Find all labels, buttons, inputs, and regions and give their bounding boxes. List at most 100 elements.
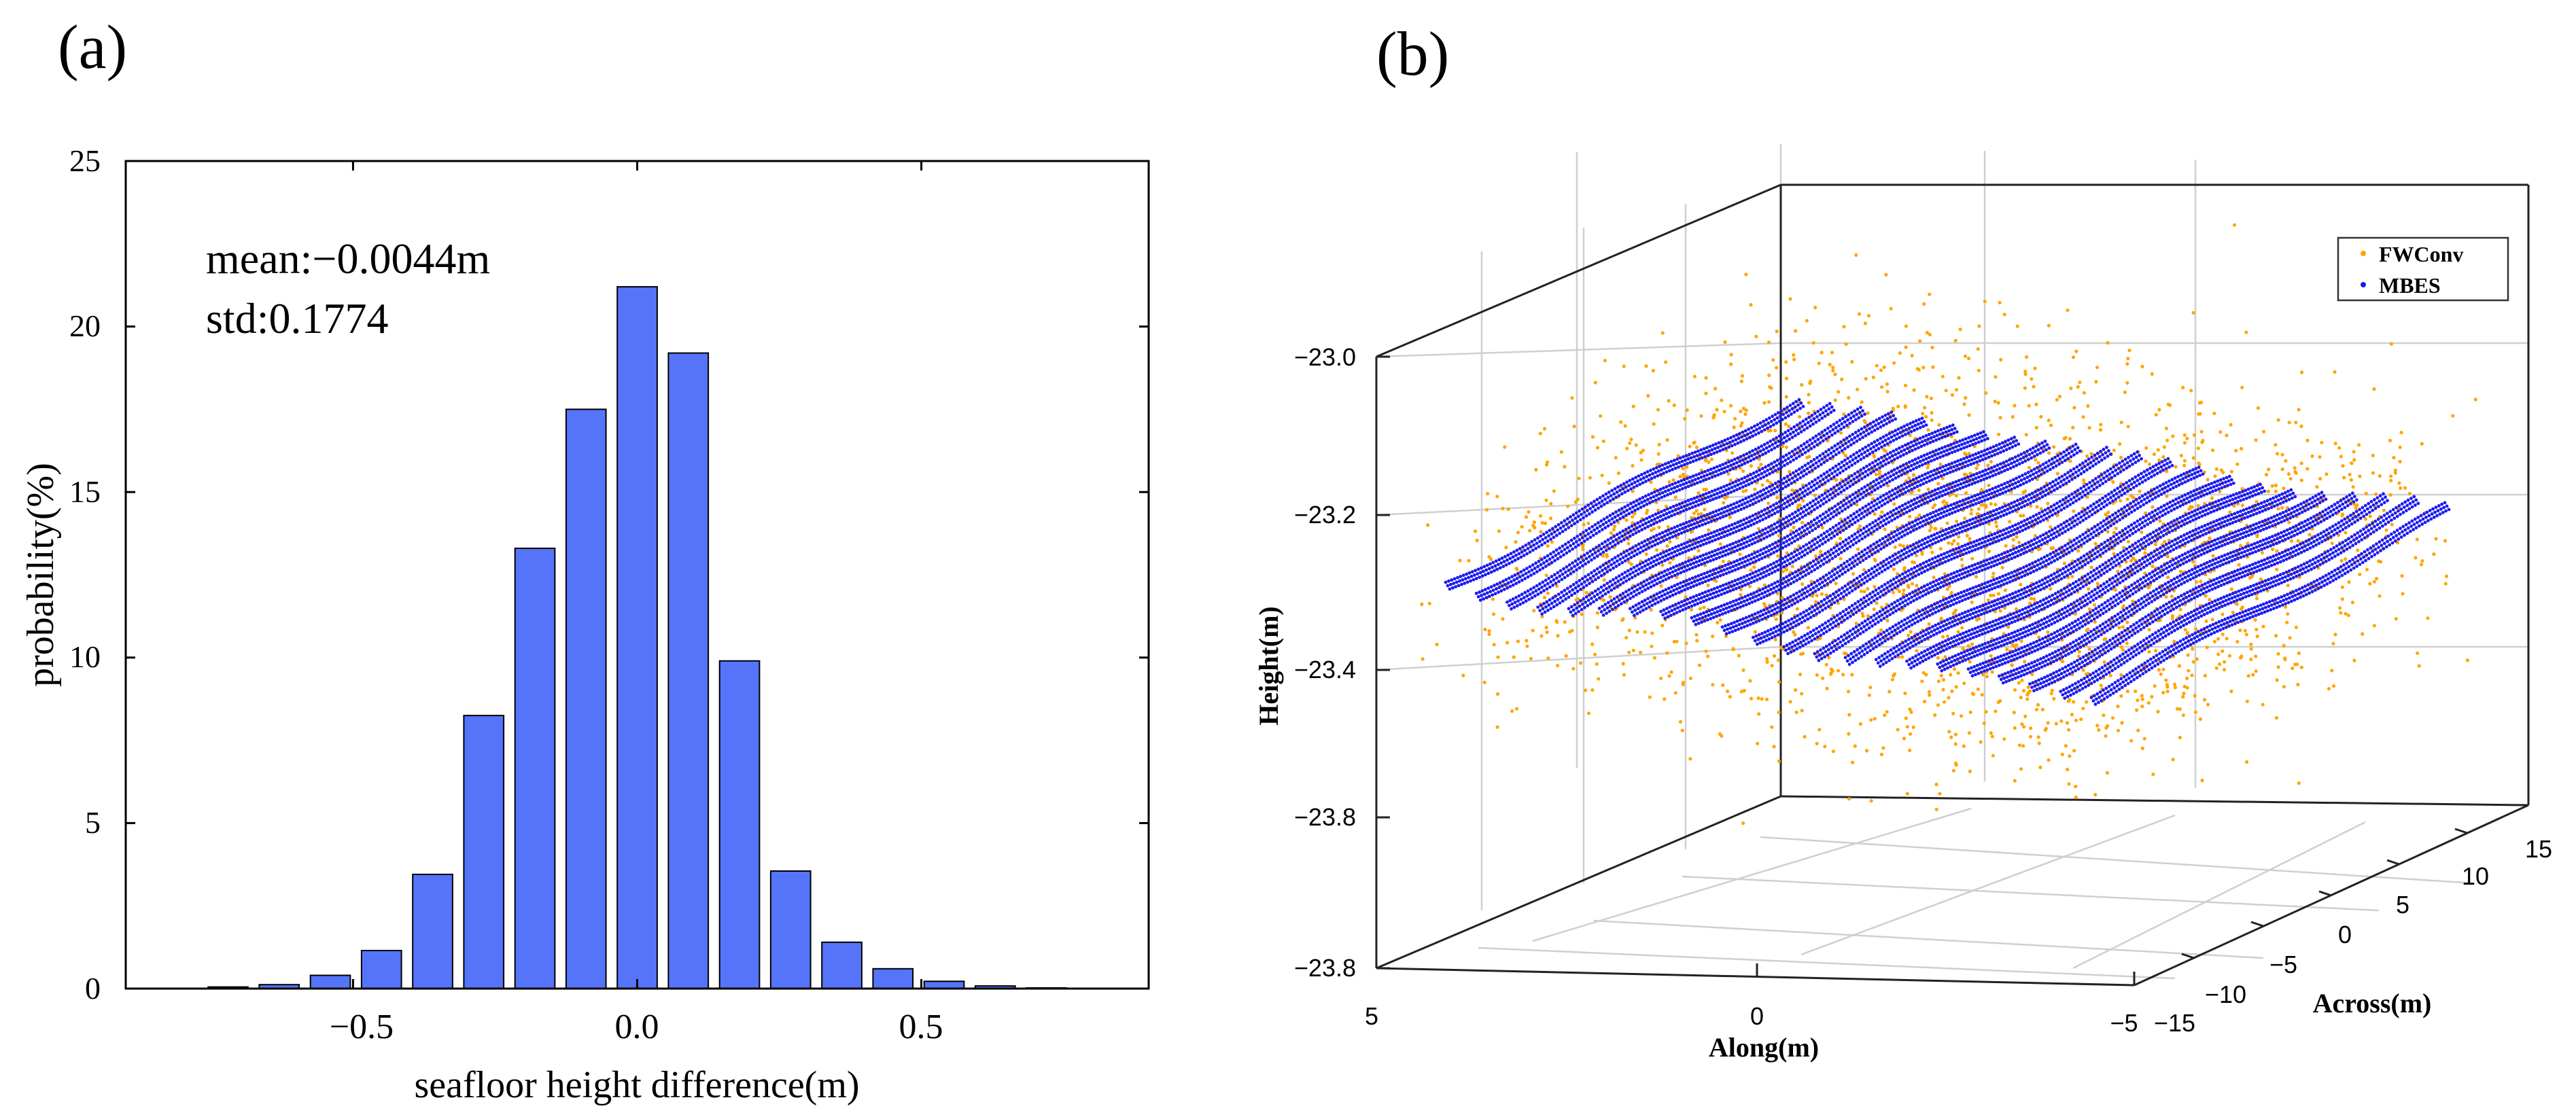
mbes-point (1728, 468, 1732, 472)
mbes-point (1590, 558, 1593, 562)
mbes-point (1736, 544, 1740, 548)
mbes-point (1474, 569, 1478, 572)
mbes-point (1607, 585, 1612, 588)
mbes-point (1621, 487, 1625, 491)
mbes-point (1887, 437, 1890, 440)
y-tick-label: 15 (69, 474, 101, 509)
mbes-point (1828, 493, 1832, 497)
fwconv-point (1963, 354, 1967, 358)
mbes-point (1669, 464, 1673, 468)
fwconv-point (1941, 678, 1946, 682)
mbes-point (1711, 510, 1715, 514)
mbes-point (1646, 563, 1650, 567)
mbes-point (1681, 551, 1685, 554)
mbes-point (1920, 416, 1924, 420)
mbes-point (1516, 556, 1520, 561)
fwconv-point (1908, 732, 1913, 736)
fwconv-point (1702, 605, 1706, 609)
fwconv-point (1495, 725, 1499, 729)
mbes-point (1476, 572, 1480, 575)
mbes-point (1764, 491, 1768, 495)
mbes-point (1807, 482, 1811, 486)
mbes-point (1709, 494, 1713, 498)
fwconv-point (1989, 593, 1993, 598)
mbes-point (1740, 435, 1744, 439)
mbes-point (1728, 543, 1732, 547)
mbes-point (1777, 434, 1781, 438)
mbes-point (1494, 559, 1498, 563)
fwconv-point (1968, 710, 1972, 714)
fwconv-point (2216, 637, 2221, 641)
mbes-point (1656, 577, 1660, 581)
mbes-point (1571, 547, 1575, 551)
mbes-point (1859, 406, 1862, 409)
mbes-point (1501, 565, 1505, 569)
fwconv-point (1665, 544, 1669, 548)
fwconv-point (2280, 506, 2284, 510)
mbes-point (1730, 459, 1734, 463)
mbes-point (1727, 524, 1731, 528)
fwconv-point (1996, 401, 2000, 405)
mbes-point (1690, 576, 1694, 580)
mbes-point (1651, 514, 1655, 518)
mbes-point (1673, 584, 1677, 588)
scatter3d-panel: (b) (1253, 19, 2552, 1063)
mbes-point (1690, 543, 1694, 546)
mbes-point (1705, 542, 1709, 546)
mbes-point (1500, 584, 1504, 588)
mbes-point (1631, 605, 1635, 609)
fwconv-point (2197, 463, 2201, 467)
fwconv-point (2286, 584, 2290, 588)
mbes-point (1821, 411, 1825, 414)
mbes-point (1625, 549, 1629, 552)
mbes-point (1916, 423, 1920, 426)
fwconv-point (1728, 515, 1733, 520)
mbes-point (1773, 486, 1777, 491)
histogram-panel: (a) 0 5 10 15 20 25 −0.5 0.0 0.5 seafloo… (20, 12, 1150, 1106)
mbes-point (1654, 563, 1658, 567)
mbes-point (1525, 567, 1529, 570)
mbes-point (1716, 537, 1720, 541)
fwconv-point (1659, 676, 1663, 681)
mbes-point (1677, 461, 1682, 465)
fwconv-point (2398, 459, 2402, 464)
fwconv-point (2098, 428, 2103, 432)
mbes-point (1788, 451, 1792, 455)
fwconv-point (1767, 373, 1771, 378)
mbes-point (1469, 574, 1474, 578)
mbes-point (1713, 514, 1717, 518)
mbes-point (1837, 486, 1841, 491)
fwconv-point (2253, 618, 2257, 622)
mbes-point (1836, 467, 1840, 472)
fwconv-point (1487, 629, 1491, 633)
fwconv-point (2151, 564, 2155, 569)
mbes-point (1642, 603, 1646, 607)
fwconv-point (1657, 442, 1661, 447)
mbes-point (1859, 457, 1863, 461)
mbes-point (1524, 599, 1528, 603)
mbes-point (1631, 533, 1635, 537)
mbes-point (1738, 486, 1742, 491)
mbes-point (1627, 552, 1631, 556)
mbes-point (1786, 462, 1790, 465)
mbes-point (1813, 478, 1817, 482)
mbes-point (1550, 527, 1554, 531)
mbes-point (1629, 567, 1633, 571)
mbes-point (1636, 507, 1640, 511)
mbes-point (1805, 426, 1809, 430)
fwconv-point (1699, 414, 1703, 418)
mbes-point (1692, 527, 1696, 530)
fwconv-point (2166, 402, 2170, 406)
mbes-point (1448, 587, 1452, 591)
mbes-point (1762, 470, 1766, 474)
mbes-point (1814, 434, 1818, 438)
mbes-point (1576, 589, 1580, 593)
mbes-point (1924, 423, 1928, 427)
mbes-point (1642, 569, 1646, 573)
mbes-point (1864, 433, 1868, 438)
mbes-point (1531, 563, 1535, 567)
mbes-point (1801, 510, 1805, 514)
mbes-point (1788, 460, 1792, 464)
mbes-point (1722, 471, 1726, 474)
fwconv-point (2371, 471, 2375, 475)
